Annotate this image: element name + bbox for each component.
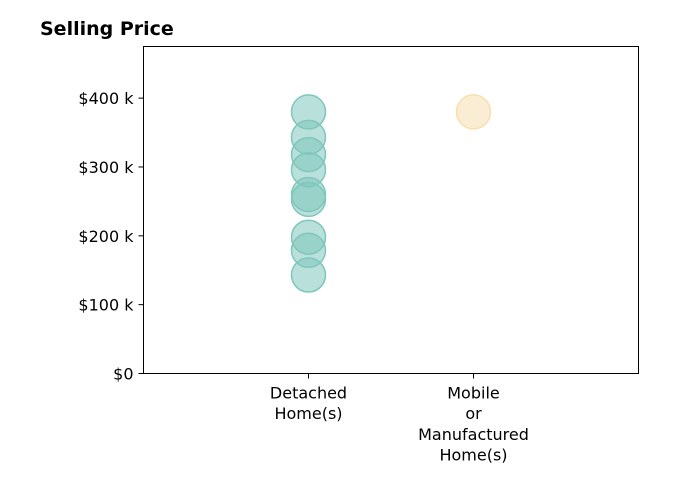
y-tick-label: $200 k (78, 227, 134, 246)
data-point (290, 257, 327, 293)
y-tick-label: $0 (113, 365, 133, 384)
x-tick-label: Home(s) (439, 446, 507, 465)
y-axis: $0 $100 k $200 k $300 k $400 k (78, 89, 144, 384)
data-point (455, 94, 492, 130)
plot-area-frame (143, 46, 639, 374)
x-tick-label: Home(s) (274, 404, 342, 423)
data-points (290, 94, 492, 293)
x-axis: DetachedHome(s)MobileorManufacturedHome(… (270, 373, 529, 465)
x-tick-label: Detached (270, 384, 347, 403)
y-tick-label: $400 k (78, 89, 134, 108)
x-tick-label: Manufactured (418, 425, 529, 444)
x-tick-label: Mobile (447, 384, 499, 403)
y-tick-label: $100 k (78, 296, 134, 315)
y-tick-label: $300 k (78, 158, 134, 177)
chart-title: Selling Price (40, 18, 174, 40)
data-point (290, 181, 327, 218)
x-tick-label: or (465, 404, 482, 423)
